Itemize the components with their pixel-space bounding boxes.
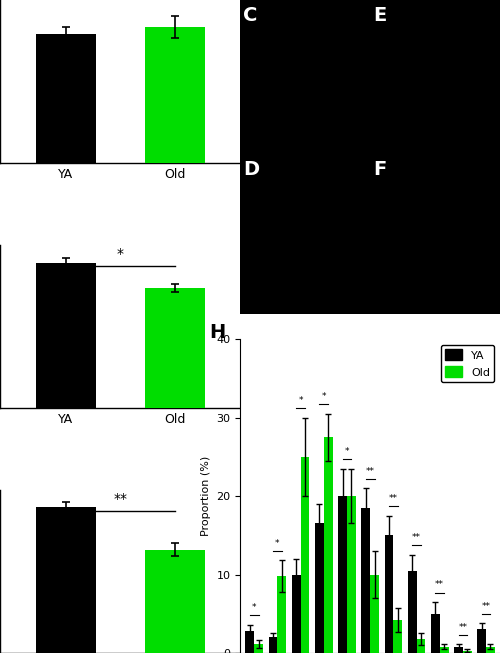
Bar xyxy=(254,644,263,653)
Text: **: ** xyxy=(389,494,398,503)
Y-axis label: Proportion (%): Proportion (%) xyxy=(201,456,211,536)
Bar xyxy=(278,576,286,653)
Text: **: ** xyxy=(482,601,490,611)
Text: *: * xyxy=(275,539,280,548)
Bar xyxy=(362,508,370,653)
Bar xyxy=(463,650,471,653)
Bar xyxy=(408,571,416,653)
Bar xyxy=(347,496,356,653)
Bar xyxy=(145,288,205,408)
Bar xyxy=(300,457,310,653)
Text: H: H xyxy=(209,323,226,342)
Legend: YA, Old: YA, Old xyxy=(441,345,494,382)
Text: E: E xyxy=(373,7,386,25)
Text: **: ** xyxy=(412,534,421,543)
Bar xyxy=(440,646,448,653)
Bar xyxy=(431,614,440,653)
Bar xyxy=(454,646,463,653)
Bar xyxy=(268,637,278,653)
Bar xyxy=(486,646,495,653)
Text: C: C xyxy=(243,7,258,25)
Bar xyxy=(416,639,426,653)
Text: *: * xyxy=(345,447,350,456)
Bar xyxy=(36,34,96,163)
Text: **: ** xyxy=(366,467,374,475)
Text: *: * xyxy=(252,603,256,612)
Bar xyxy=(292,575,300,653)
Bar xyxy=(145,550,205,653)
Text: **: ** xyxy=(435,581,444,590)
Bar xyxy=(370,575,379,653)
Bar xyxy=(36,507,96,653)
Bar xyxy=(384,535,394,653)
Bar xyxy=(315,524,324,653)
Text: **: ** xyxy=(458,623,468,632)
Text: D: D xyxy=(243,160,259,179)
Bar xyxy=(394,620,402,653)
Bar xyxy=(478,629,486,653)
Text: *: * xyxy=(116,247,123,261)
Bar xyxy=(36,263,96,408)
Bar xyxy=(246,631,254,653)
Text: **: ** xyxy=(113,492,127,506)
Bar xyxy=(145,27,205,163)
Bar xyxy=(338,496,347,653)
Bar xyxy=(324,437,332,653)
Text: F: F xyxy=(373,160,386,179)
Text: *: * xyxy=(322,392,326,401)
Text: *: * xyxy=(298,396,303,405)
